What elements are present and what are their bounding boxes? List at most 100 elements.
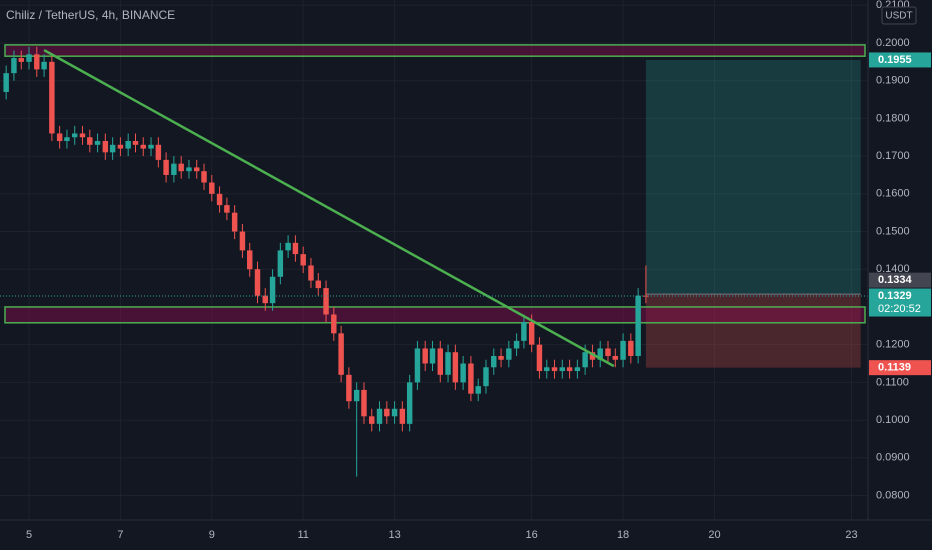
y-tick-label: 0.1900 xyxy=(876,75,910,87)
candle-body xyxy=(620,340,626,360)
y-tick-label: 0.2000 xyxy=(876,37,910,49)
candle-body xyxy=(292,242,299,255)
candle-body xyxy=(399,408,406,424)
currency-box[interactable] xyxy=(881,6,917,25)
profit-zone xyxy=(645,59,861,295)
candle-body xyxy=(406,382,413,424)
y-tick-label: 0.1500 xyxy=(876,225,910,237)
x-tick-label: 7 xyxy=(117,529,123,541)
x-tick-label: 13 xyxy=(388,529,400,541)
grid xyxy=(0,0,868,520)
candle-body xyxy=(331,314,337,334)
candle-body xyxy=(308,265,314,281)
candle-body xyxy=(369,416,375,424)
candle-body xyxy=(429,348,436,364)
x-tick-label: 16 xyxy=(526,529,538,541)
price-label: 0.1334 xyxy=(878,274,913,286)
x-tick-label: 20 xyxy=(708,529,720,541)
candle-body xyxy=(338,333,344,375)
candle-body xyxy=(140,144,146,149)
candle-body xyxy=(483,367,489,387)
candle-body xyxy=(315,280,321,289)
y-tick-label: 0.1600 xyxy=(876,188,910,200)
candle-body xyxy=(536,344,543,372)
candle-body xyxy=(11,58,17,74)
candle-body xyxy=(597,348,603,360)
candle-body xyxy=(49,61,55,134)
candle-body xyxy=(201,171,207,183)
price-label-box xyxy=(869,288,931,317)
candle-body xyxy=(64,137,70,142)
candle-body xyxy=(445,352,451,375)
candle-body xyxy=(605,348,611,356)
y-tick-label: 0.1800 xyxy=(876,112,910,124)
candle-body xyxy=(475,386,481,394)
price-label: 0.1139 xyxy=(878,362,911,374)
price-label-box xyxy=(869,360,931,376)
candle-body xyxy=(521,322,527,341)
candle-body xyxy=(178,163,184,172)
candle-body xyxy=(163,159,169,175)
candle-body xyxy=(239,231,246,251)
candle-body xyxy=(155,144,162,160)
y-tick-label: 0.0800 xyxy=(876,489,910,501)
candle-body xyxy=(18,58,24,62)
candle-body xyxy=(391,408,398,417)
candle-body xyxy=(254,269,261,296)
candle-body xyxy=(285,242,291,251)
x-tick-label: 9 xyxy=(209,529,215,541)
candle-body xyxy=(125,141,131,149)
candle-body xyxy=(498,355,504,360)
y-tick-label: 0.2100 xyxy=(876,0,910,11)
candle-body xyxy=(87,137,93,145)
y-tick-label: 0.1700 xyxy=(876,150,910,162)
price-label: 0.1329 xyxy=(878,290,912,302)
zone xyxy=(4,306,866,324)
x-tick-label: 11 xyxy=(297,529,308,541)
candle-body xyxy=(468,363,474,394)
candle-body xyxy=(574,367,581,372)
trendline xyxy=(43,49,615,368)
candle-body xyxy=(148,144,154,149)
x-tick-label: 18 xyxy=(617,529,629,541)
y-tick-label: 0.1400 xyxy=(876,263,910,275)
candle-body xyxy=(209,182,215,194)
candle-body xyxy=(437,348,444,375)
candle-body xyxy=(422,348,428,364)
candle-body xyxy=(194,167,200,172)
candle-body xyxy=(224,205,230,213)
candle-body xyxy=(277,250,284,277)
candle-body xyxy=(566,367,573,372)
candle-body xyxy=(3,73,9,93)
candle-body xyxy=(171,163,177,175)
loss-zone xyxy=(645,294,861,368)
candle-body xyxy=(109,144,116,153)
candle-body xyxy=(71,133,78,138)
zone xyxy=(4,44,866,57)
candle-body xyxy=(628,340,634,356)
candle-body xyxy=(414,348,421,383)
y-tick-label: 0.1000 xyxy=(876,414,910,426)
candle-body xyxy=(559,367,566,372)
candle-body xyxy=(323,288,329,315)
plot xyxy=(0,44,868,477)
candle-body xyxy=(346,374,352,402)
candle-body xyxy=(102,141,109,153)
candle-body xyxy=(56,133,63,142)
candle-body xyxy=(132,141,139,145)
y-tick-label: 0.1200 xyxy=(876,339,910,351)
candle-body xyxy=(34,54,40,70)
candle-body xyxy=(589,352,596,360)
candle-body xyxy=(41,61,47,70)
candle-body xyxy=(117,144,124,149)
chart-title: Chiliz / TetherUS, 4h, BINANCE xyxy=(6,8,175,22)
x-tick-label: 5 xyxy=(26,529,32,541)
candle-body xyxy=(186,167,192,172)
candle-body xyxy=(491,355,497,368)
candle-body xyxy=(269,276,276,304)
candle-body xyxy=(300,254,306,266)
candle-body xyxy=(506,348,512,360)
candle-body xyxy=(231,212,238,232)
